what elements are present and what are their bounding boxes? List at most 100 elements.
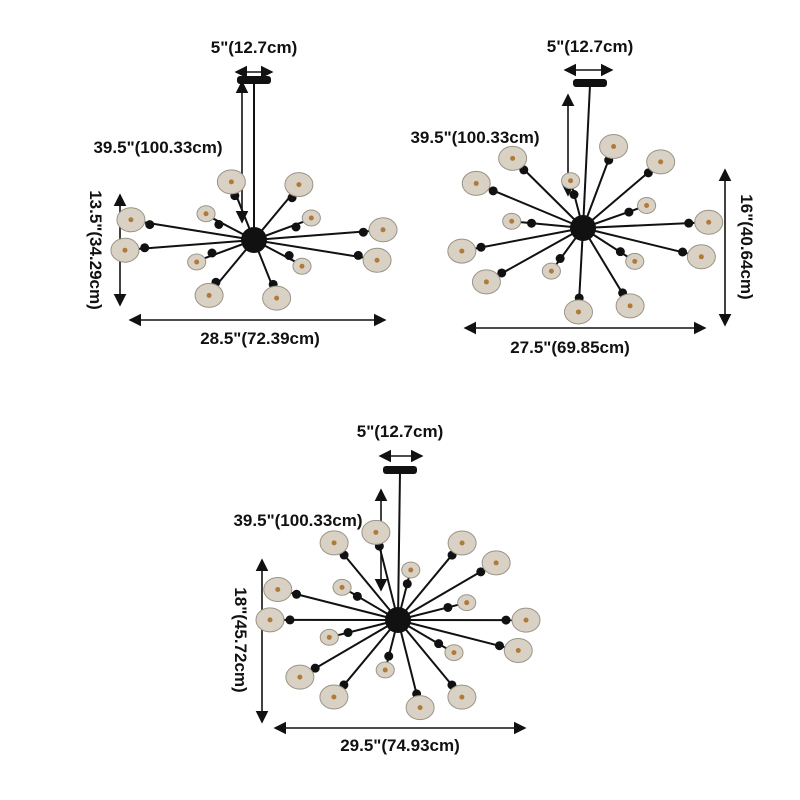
socket-3 [501,615,511,625]
filament-3 [339,584,345,590]
filament-1 [308,215,314,221]
arm-2 [582,227,696,257]
socket-3 [310,663,320,673]
socket-3 [402,579,412,589]
filament-1 [380,227,386,233]
filament-3 [459,694,465,700]
arm-3 [397,564,493,621]
filament-3 [297,674,303,680]
filament-2 [568,178,574,184]
socket-3 [292,589,302,599]
arm-1 [253,239,372,260]
arm-2 [467,227,584,251]
height-label-1: 13.5"(34.29cm) [86,190,105,310]
filament-3 [331,694,337,700]
filament-2 [706,219,712,225]
canopy-2 [573,79,607,87]
height-label-2: 16"(40.64cm) [737,194,756,300]
filament-2 [510,155,516,161]
width-label-1: 28.5"(72.39cm) [200,329,320,348]
filament-2 [509,218,515,224]
filament-1 [299,263,305,269]
arm-1 [136,220,255,241]
width-label-3: 29.5"(74.93cm) [340,736,460,755]
arm-3 [303,619,399,676]
arm-2 [582,221,703,229]
arm-2 [490,227,584,281]
arm-2 [582,164,658,229]
filament-3 [451,650,457,656]
drop-length-label-1: 39.5"(100.33cm) [93,138,223,157]
socket-2 [488,186,498,196]
filament-1 [296,182,302,188]
filament-2 [459,248,465,254]
socket-2 [555,254,565,264]
filament-2 [473,180,479,186]
drop-length-label-3: 39.5"(100.33cm) [233,511,363,530]
arm-1 [130,239,255,251]
filament-3 [523,617,529,623]
socket-2 [476,242,486,252]
filament-1 [228,179,234,185]
filament-3 [459,540,465,546]
socket-2 [684,218,694,228]
arm-3 [336,545,399,621]
height-label-3: 18"(45.72cm) [231,587,250,693]
socket-3 [443,602,453,612]
socket-1 [284,251,294,261]
arm-3 [397,619,460,695]
center-ball-1 [241,227,267,253]
filament-2 [548,268,554,274]
filament-1 [194,259,200,265]
socket-2 [624,207,634,217]
filament-3 [275,586,281,592]
canopy-3 [383,466,417,474]
filament-3 [331,540,337,546]
arm-1 [253,229,378,241]
filament-1 [206,292,212,298]
socket-1 [214,219,224,229]
socket-3 [352,591,362,601]
filament-1 [122,247,128,253]
socket-3 [494,641,504,651]
arm-3 [336,619,399,695]
center-ball-3 [385,607,411,633]
arm-3 [397,545,460,621]
filament-3 [493,560,499,566]
socket-1 [353,250,363,260]
filament-3 [515,648,521,654]
filament-3 [464,600,470,606]
filament-2 [698,254,704,260]
filament-2 [644,203,650,209]
socket-2 [615,247,625,257]
filament-1 [274,295,280,301]
socket-1 [291,222,301,232]
socket-1 [207,248,217,258]
socket-3 [384,651,394,661]
filament-2 [632,258,638,264]
filament-2 [658,159,664,165]
width-label-2: 27.5"(69.85cm) [510,338,630,357]
filament-3 [382,667,388,673]
filament-1 [203,211,209,217]
center-ball-2 [570,215,596,241]
socket-3 [476,567,486,577]
filament-3 [267,617,273,623]
canopy-1 [237,76,271,84]
socket-3 [434,639,444,649]
filament-2 [483,279,489,285]
filament-3 [408,567,414,573]
filament-2 [611,144,617,150]
socket-3 [343,628,353,638]
filament-3 [326,634,332,640]
socket-2 [497,268,507,278]
drop-length-label-2: 39.5"(100.33cm) [410,128,540,147]
canopy-width-label-1: 5"(12.7cm) [210,38,298,57]
filament-1 [374,257,380,263]
socket-1 [145,220,155,230]
socket-2 [527,218,537,228]
downrod-2 [582,84,591,229]
arm-3 [397,619,513,651]
